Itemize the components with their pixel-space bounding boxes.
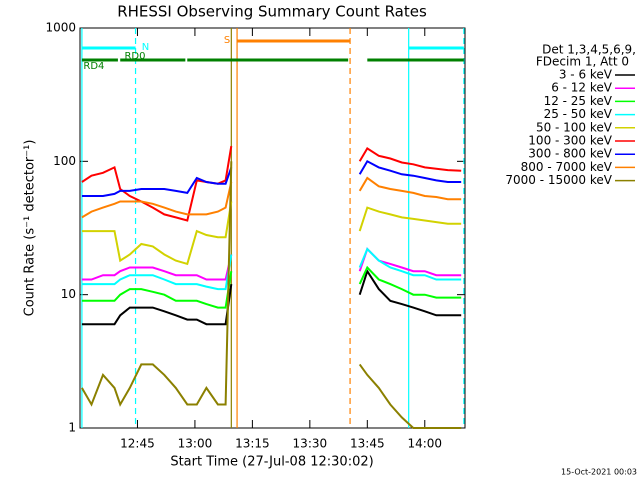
footer: 15-Oct-2021 00:03 <box>561 468 637 477</box>
y-tick-label: 1000 <box>45 21 76 35</box>
legend-label: 3 - 6 keV <box>559 68 613 82</box>
series-line <box>81 159 462 197</box>
legend-header: Det 1,3,4,5,6,9, <box>542 43 636 57</box>
x-tick-label: 12:45 <box>120 437 155 451</box>
legend-header: FDecim 1, Att 0 <box>536 55 629 69</box>
flag-label: RD4 <box>83 61 104 72</box>
y-tick-label: 1 <box>68 421 76 435</box>
legend-label: 800 - 7000 keV <box>521 160 613 174</box>
y-tick-label: 10 <box>61 287 76 301</box>
flag-label: S <box>224 35 230 46</box>
legend-label: 300 - 800 keV <box>528 147 612 161</box>
legend-label: 12 - 25 keV <box>544 94 613 108</box>
x-tick-label: 13:45 <box>350 437 385 451</box>
x-axis-label: Start Time (27-Jul-08 12:30:02) <box>170 455 373 470</box>
flag-label: RD0 <box>124 51 145 62</box>
y-axis-label: Count Rate (s⁻¹ detector⁻¹) <box>23 140 38 317</box>
x-tick-label: 14:00 <box>407 437 442 451</box>
series-line <box>81 265 462 309</box>
series-line <box>81 145 462 222</box>
chart-title: RHESSI Observing Summary Count Rates <box>117 3 427 21</box>
legend-label: 50 - 100 keV <box>536 120 613 134</box>
series-line <box>81 268 462 326</box>
plot-frame <box>79 27 466 429</box>
flag-label: N <box>142 42 149 53</box>
series-line <box>81 161 462 429</box>
legend-label: 100 - 300 keV <box>528 134 612 148</box>
x-tick-label: 13:30 <box>293 437 328 451</box>
legend-label: 6 - 12 keV <box>551 81 613 95</box>
y-tick-label: 100 <box>53 154 76 168</box>
series-line <box>81 201 462 266</box>
x-tick-label: 13:00 <box>178 437 213 451</box>
series-line <box>81 247 462 291</box>
series-line <box>81 176 462 219</box>
x-tick-label: 13:15 <box>235 437 270 451</box>
legend-label: 7000 - 15000 keV <box>505 173 612 187</box>
legend-label: 25 - 50 keV <box>544 107 613 121</box>
